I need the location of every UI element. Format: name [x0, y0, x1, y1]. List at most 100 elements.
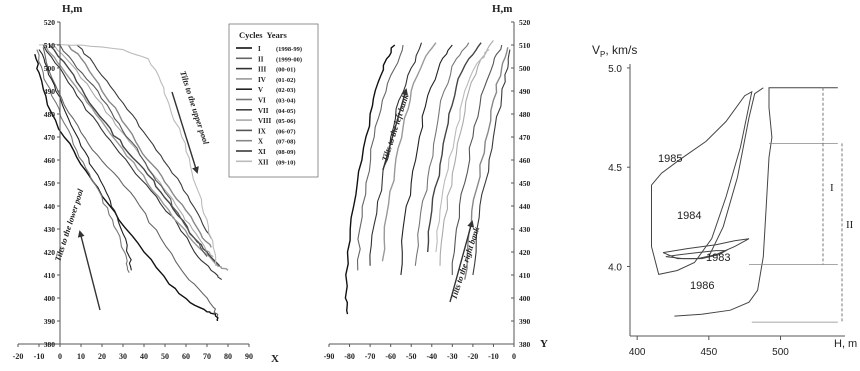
y-axis-label-c-main: V: [592, 43, 600, 57]
y-tick-label-a-2: 400: [44, 294, 56, 303]
year-label-1986: 1986: [690, 280, 714, 292]
x-tick-label-a-6: 40: [140, 352, 148, 361]
x-tick-label-c-2: 500: [772, 347, 789, 358]
legend-years-4: (02-03): [276, 87, 296, 94]
y-tick-label-b-12: 500: [519, 64, 531, 73]
y-tick-label-b-14: 520: [519, 18, 531, 27]
y-tick-label-a-11: 490: [44, 87, 56, 96]
x-tick-label-b-1: -80: [344, 352, 355, 361]
legend-years-2: (00-01): [276, 67, 296, 74]
legend-cycle-4: V: [258, 86, 263, 94]
vp-curve-0: [651, 90, 753, 275]
legend: Cycles Years I (1998-99) II (1999-00) III (00…: [228, 23, 319, 178]
arrow-upper-pool: [171, 91, 199, 174]
x-tick-label-a-3: 10: [77, 352, 85, 361]
series-line-a-0: [34, 54, 219, 322]
x-tick-label-b-5: -40: [426, 352, 437, 361]
year-label-1985: 1985: [658, 153, 682, 165]
x-tick-label-b-7: -20: [468, 352, 479, 361]
series-line-b-6: [427, 42, 482, 253]
series-line-b-4: [400, 44, 453, 276]
y-tick-label-b-4: 420: [519, 248, 531, 257]
x-tick-label-a-11: 90: [245, 352, 253, 361]
series-line-a-3: [44, 44, 229, 271]
series-line-a-1: [42, 47, 219, 317]
chart-vp-vs-h: 400 450 500 4.0 4.5 5.0 VP, km/s H, m 1985 19…: [592, 43, 857, 358]
arrow-left-bank: [382, 88, 408, 171]
y-tick-label-a-1: 390: [44, 317, 56, 326]
y-tick-label-c-0: 4.0: [608, 263, 622, 274]
series-line-b-3: [381, 42, 437, 262]
annotation-lower-pool: Tilts to the lower pool: [52, 187, 85, 263]
annotation-upper-pool: Tilts to the upper pool: [178, 70, 211, 147]
legend-title: Cycles Years: [239, 30, 288, 40]
year-label-1983: 1983: [706, 252, 730, 264]
series-line-a-8: [59, 44, 208, 257]
y-axis-label-b: H,m: [492, 3, 512, 15]
legend-cycle-2: III: [258, 66, 266, 74]
series-line-a-10: [76, 44, 212, 239]
x-tick-label-b-8: -10: [488, 352, 499, 361]
series-line-b-1: [356, 44, 404, 271]
legend-years-5: (03-04): [276, 98, 296, 105]
vp-curve-3: [674, 87, 838, 317]
legend-cycle-1: II: [258, 55, 264, 63]
legend-years-1: (1999-00): [276, 56, 302, 63]
chart-x-displacement: -20 -10 0 10 20 30 40 50 60 70 80 90 380 390 400 410 420…: [13, 3, 319, 365]
y-tick-label-b-6: 440: [519, 202, 531, 211]
y-tick-label-b-0: 380: [519, 340, 531, 349]
y-tick-label-b-9: 470: [519, 133, 531, 142]
series-line-b-2: [369, 42, 423, 266]
legend-cycle-7: VIII: [258, 117, 272, 125]
x-tick-label-a-0: -20: [13, 352, 24, 361]
x-axis-label-a: X: [271, 353, 279, 365]
y-tick-label-a-5: 430: [44, 225, 56, 234]
legend-cycle-6: VII: [258, 107, 269, 115]
y-tick-label-a-14: 520: [44, 18, 56, 27]
y-tick-label-b-1: 390: [519, 317, 531, 326]
series-line-a-11: [38, 43, 217, 266]
y-tick-label-a-9: 470: [44, 133, 56, 142]
y-tick-label-a-12: 500: [44, 64, 56, 73]
y-tick-label-a-8: 460: [44, 156, 56, 165]
legend-years-8: (06-07): [276, 128, 296, 135]
series-line-b-11: [435, 49, 490, 253]
arrow-right-bank: [449, 220, 475, 303]
legend-years-0: (1998-99): [276, 46, 302, 53]
legend-cycle-10: XI: [258, 148, 266, 156]
legend-cycle-9: X: [258, 138, 263, 146]
x-tick-label-c-1: 450: [700, 347, 717, 358]
y-tick-label-b-8: 460: [519, 156, 531, 165]
y-tick-label-b-2: 400: [519, 294, 531, 303]
x-tick-label-b-3: -60: [385, 352, 396, 361]
y-tick-label-a-4: 420: [44, 248, 56, 257]
legend-years-6: (04-05): [276, 108, 296, 115]
bracket-label-i: I: [830, 182, 834, 194]
y-tick-label-a-7: 450: [44, 179, 56, 188]
x-tick-label-c-0: 400: [629, 347, 646, 358]
x-axis-label-c: H, m: [834, 338, 857, 350]
x-tick-label-b-9: 0: [512, 352, 516, 361]
legend-cycle-8: IX: [258, 127, 266, 135]
x-tick-label-a-8: 60: [182, 352, 190, 361]
legend-years-3: (01-02): [276, 77, 296, 84]
y-tick-label-b-3: 410: [519, 271, 531, 280]
legend-years-9: (07-08): [276, 139, 296, 146]
y-tick-label-b-11: 490: [519, 87, 531, 96]
vp-curve-4: [708, 87, 764, 257]
bracket-label-ii: II: [846, 219, 854, 231]
y-tick-label-a-13: 510: [44, 41, 56, 50]
legend-cycle-11: XII: [258, 158, 269, 166]
y-axis-label-c: VP, km/s: [592, 43, 637, 59]
y-tick-label-c-1: 4.5: [608, 163, 622, 174]
x-tick-label-a-9: 70: [203, 352, 211, 361]
x-axis-label-b: Y: [540, 338, 548, 350]
x-tick-label-a-10: 80: [224, 352, 232, 361]
x-tick-label-a-4: 20: [98, 352, 106, 361]
legend-box: [228, 23, 319, 178]
y-tick-label-b-10: 480: [519, 110, 531, 119]
x-tick-label-b-2: -70: [365, 352, 376, 361]
vp-curve-2: [665, 250, 728, 260]
